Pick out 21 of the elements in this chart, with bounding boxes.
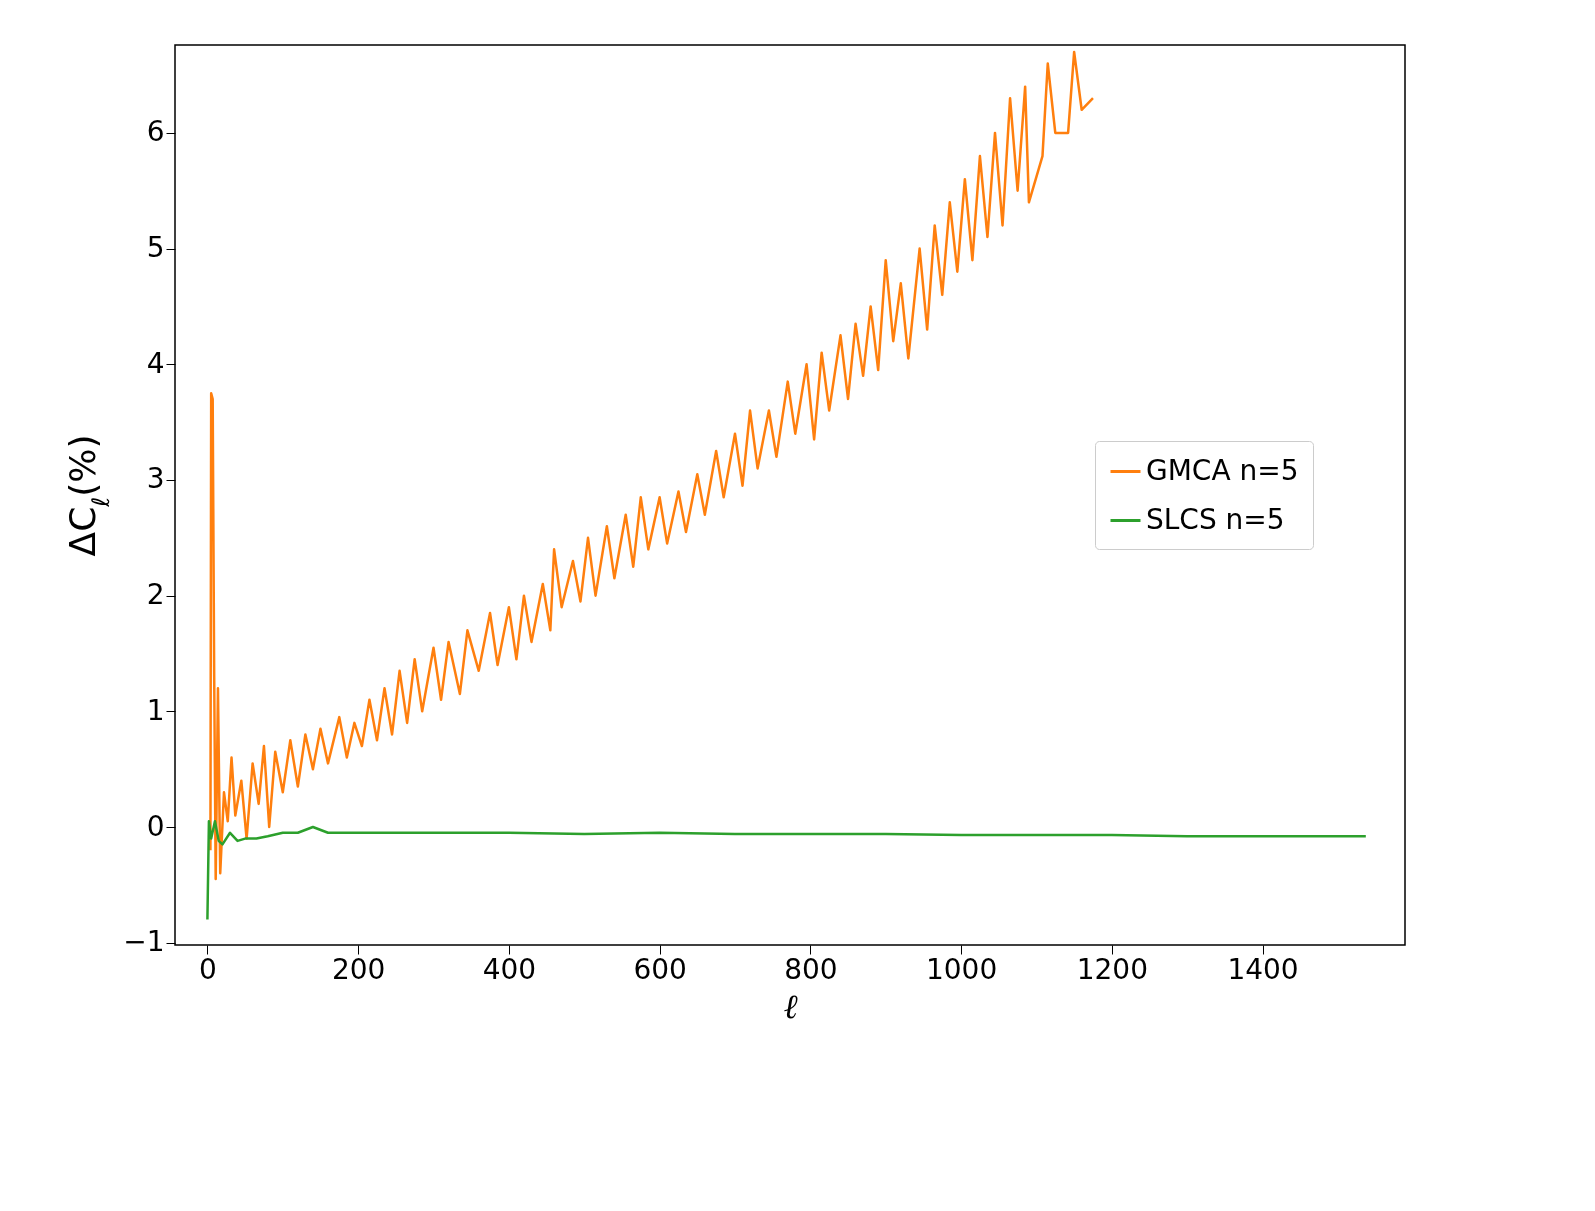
y-tick-label: −1 — [123, 925, 165, 959]
x-tick-label: 200 — [331, 952, 386, 986]
x-tick-label: 600 — [633, 952, 687, 986]
y-tick-label: 1 — [146, 693, 165, 727]
y-tick-label: 6 — [146, 115, 165, 149]
y-tick-label: 0 — [146, 809, 165, 843]
line-series — [209, 50, 1095, 881]
legend-label: SLCS n=5 — [1146, 502, 1285, 536]
y-tick-label: 4 — [146, 346, 165, 380]
y-tick-label: 2 — [146, 578, 165, 612]
x-tick-label: 800 — [784, 952, 838, 986]
line-series — [206, 819, 1368, 921]
x-tick-label: 1200 — [1076, 952, 1148, 986]
x-axis-title: ℓ — [783, 985, 798, 1026]
legend-label: GMCA n=5 — [1146, 453, 1299, 487]
x-tick-label: 1400 — [1227, 952, 1299, 986]
y-tick-label: 5 — [146, 231, 165, 265]
x-tick-label: 400 — [482, 952, 537, 986]
x-tick-label: 0 — [198, 952, 217, 986]
x-tick-label: 1000 — [925, 952, 998, 986]
y-tick-label: 3 — [146, 462, 165, 496]
